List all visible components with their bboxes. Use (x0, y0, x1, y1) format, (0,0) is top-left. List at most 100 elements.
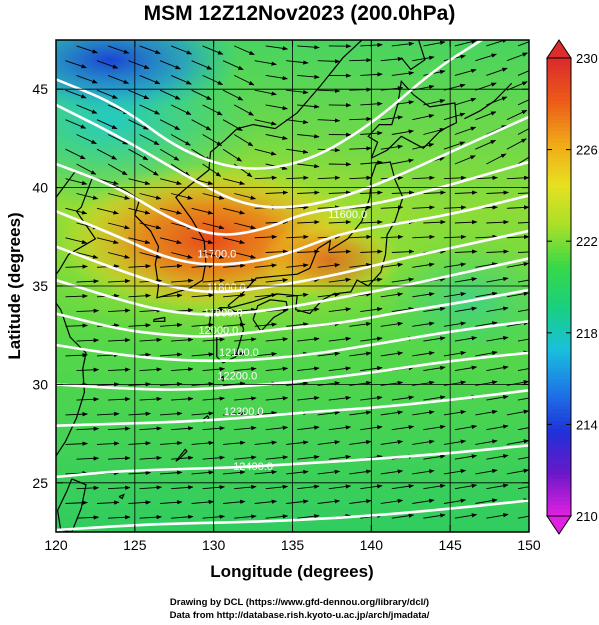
colorbar-segment (547, 458, 571, 464)
wind-arrow (412, 114, 435, 121)
wind-arrow (128, 470, 152, 476)
wind-arrow (286, 469, 309, 475)
colorbar-segment (547, 462, 571, 467)
colorbar-segment (547, 348, 571, 353)
wind-arrow (76, 338, 100, 343)
y-tick-label: 45 (32, 81, 48, 97)
wind-arrow (128, 237, 151, 245)
wind-arrow (349, 469, 372, 475)
wind-arrow (328, 366, 352, 372)
wind-arrow (139, 514, 163, 520)
colorbar-segment (547, 378, 571, 384)
colorbar-segment (547, 485, 571, 490)
wind-arrow (286, 175, 309, 181)
wind-arrow (139, 104, 160, 115)
wind-arrow (486, 424, 509, 431)
wind-arrow (486, 395, 509, 401)
wind-arrow (223, 293, 246, 298)
wind-arrow (454, 155, 476, 165)
wind-arrow (380, 351, 404, 357)
wind-arrow (328, 307, 352, 313)
wind-arrow (265, 514, 289, 519)
wind-arrow (517, 99, 529, 106)
wind-arrow (506, 409, 529, 416)
colorbar-segment (547, 237, 571, 242)
wind-arrow (412, 143, 435, 150)
wind-arrow (65, 293, 88, 299)
wind-arrow (160, 263, 183, 269)
wind-arrow (297, 337, 320, 342)
wind-arrow (65, 60, 87, 69)
wind-arrow (412, 205, 435, 210)
wind-arrow (286, 89, 309, 95)
wind-arrow (139, 367, 163, 372)
wind-arrow (412, 175, 435, 181)
wind-arrow (265, 366, 289, 372)
field-warm-east (260, 220, 400, 300)
wind-arrow (286, 499, 309, 504)
wind-arrow (349, 146, 372, 151)
wind-arrow (486, 454, 509, 460)
wind-arrow (107, 456, 131, 461)
colorbar-segment (547, 73, 571, 78)
wind-arrow (171, 396, 194, 402)
wind-arrow (139, 252, 162, 259)
contour-label: 12100.0 (219, 347, 259, 359)
wind-arrow (128, 89, 150, 100)
contour-label: 12200.0 (217, 370, 257, 382)
wind-arrow (517, 70, 529, 76)
wind-arrow (328, 219, 352, 225)
wind-arrow (297, 74, 320, 80)
colorbar-segment (547, 470, 571, 475)
colorbar-segment (547, 325, 571, 330)
colorbar-segment (547, 493, 571, 498)
wind-arrow (139, 426, 163, 431)
wind-arrow (202, 74, 224, 86)
wind-arrow (475, 291, 498, 298)
wind-arrow (265, 337, 289, 342)
height-contour (56, 389, 529, 427)
wind-arrow (349, 57, 372, 63)
colorbar-segment (547, 176, 571, 181)
wind-arrow (254, 60, 277, 66)
wind-arrow (454, 454, 478, 460)
colorbar-segment (547, 287, 571, 292)
wind-arrow (423, 454, 446, 460)
colorbar-segment (547, 260, 571, 265)
wind-arrow (454, 249, 478, 254)
colorbar-segment (547, 275, 571, 280)
colorbar-segment (547, 367, 571, 372)
wind-arrow (107, 397, 131, 402)
wind-arrow (76, 163, 97, 175)
x-tick-label: 140 (360, 537, 384, 553)
wind-arrow (96, 207, 119, 215)
wind-arrow (139, 45, 161, 55)
wind-arrow (380, 292, 404, 298)
wind-arrow (191, 470, 215, 475)
wind-arrow (223, 263, 246, 268)
wind-arrow (380, 380, 404, 386)
wind-arrow (170, 45, 193, 55)
wind-arrow (223, 499, 246, 505)
colorbar-segment (547, 512, 571, 517)
wind-arrow (391, 190, 415, 195)
colorbar-segment (547, 409, 571, 414)
colorbar-segment (547, 294, 571, 300)
wind-arrow (506, 262, 529, 268)
wind-arrow (107, 74, 130, 84)
colorbar-segment (547, 390, 571, 395)
wind-arrow (506, 291, 529, 298)
colorbar-segment (547, 298, 571, 303)
wind-arrow (128, 60, 150, 69)
wind-arrow (297, 219, 320, 225)
colorbar-segment (547, 283, 571, 288)
wind-arrow (254, 322, 278, 327)
wind-arrow (76, 426, 100, 432)
colorbar-segment (547, 153, 571, 158)
colorbar-segment (547, 428, 571, 433)
wind-arrow (454, 513, 478, 519)
wind-arrow (317, 263, 341, 268)
wind-arrow (328, 277, 352, 283)
colorbar-segment (547, 164, 571, 170)
